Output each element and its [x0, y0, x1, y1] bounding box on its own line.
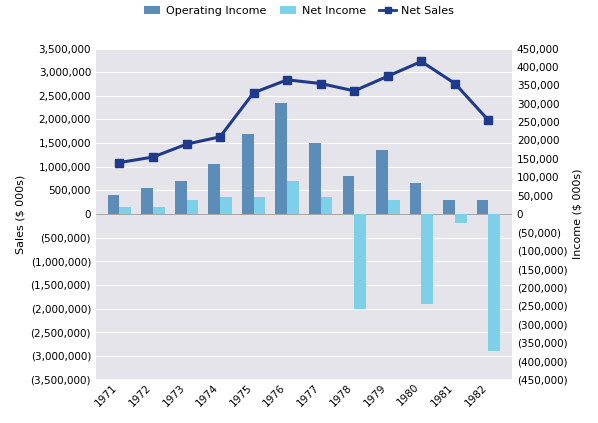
Net Sales: [116, 160, 123, 165]
Net Sales: [150, 154, 157, 159]
Net Sales: [283, 77, 291, 82]
Net Sales: [485, 118, 492, 123]
Bar: [153, 207, 164, 214]
Bar: [455, 214, 466, 223]
Bar: [242, 134, 254, 214]
Y-axis label: Income ($ 000s): Income ($ 000s): [573, 169, 583, 259]
Bar: [220, 198, 232, 214]
Bar: [477, 200, 489, 214]
Bar: [309, 143, 321, 214]
Bar: [208, 165, 220, 214]
Bar: [354, 214, 366, 308]
Net Sales: [216, 134, 224, 139]
Bar: [254, 198, 266, 214]
Bar: [422, 214, 433, 304]
Bar: [287, 181, 299, 214]
Net Sales: [451, 81, 459, 86]
Bar: [120, 207, 131, 214]
Bar: [376, 150, 388, 214]
Bar: [187, 200, 199, 214]
Net Sales: [385, 74, 392, 79]
Bar: [321, 198, 332, 214]
Bar: [443, 200, 455, 214]
Net Sales: [317, 81, 324, 86]
Bar: [141, 188, 153, 214]
Net Sales: [250, 90, 257, 95]
Bar: [175, 181, 187, 214]
Net Sales: [350, 88, 358, 93]
Bar: [276, 103, 287, 214]
Line: Net Sales: Net Sales: [115, 58, 492, 166]
Net Sales: [183, 142, 190, 147]
Bar: [388, 200, 399, 214]
Y-axis label: Sales ($ 000s): Sales ($ 000s): [15, 174, 25, 254]
Bar: [343, 176, 354, 214]
Bar: [108, 195, 120, 214]
Bar: [489, 214, 500, 351]
Net Sales: [418, 59, 425, 64]
Legend: Operating Income, Net Income, Net Sales: Operating Income, Net Income, Net Sales: [139, 1, 459, 20]
Bar: [410, 183, 422, 214]
